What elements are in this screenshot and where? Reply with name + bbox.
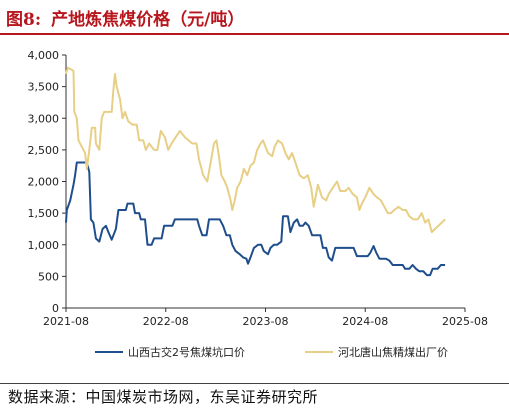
- x-tick-label: 2021-08: [43, 315, 89, 328]
- x-tick-label: 2023-08: [243, 315, 289, 328]
- footer-rule: [0, 383, 509, 384]
- legend-label-1: 山西古交2号焦煤坑口价: [128, 345, 245, 359]
- x-tick-label: 2025-08: [442, 315, 488, 328]
- series-line-1: [65, 161, 446, 277]
- header-rule: [0, 33, 509, 35]
- y-tick-label: 3,000: [28, 112, 60, 125]
- y-tick-label: 3,500: [28, 81, 60, 94]
- x-tick-label: 2022-08: [143, 315, 189, 328]
- y-tick-label: 2,000: [28, 176, 60, 189]
- figure-label: 图8:: [6, 9, 42, 30]
- y-tick-label: 500: [38, 270, 59, 283]
- y-tick-label: 1,500: [28, 207, 60, 220]
- data-source: 数据来源：中国煤炭市场网，东吴证券研究所: [8, 388, 319, 406]
- figure-header: 图8: 产地炼焦煤价格（元/吨）: [6, 2, 244, 32]
- legend-label-2: 河北唐山焦精煤出厂价: [338, 345, 448, 359]
- y-tick-label: 0: [52, 302, 59, 315]
- x-tick-label: 2024-08: [342, 315, 388, 328]
- price-line-chart: 0 500 1,000 1,500 2,000 2,500 3,000 3,500 4,000 2…: [28, 49, 488, 359]
- series-line-2: [65, 66, 446, 234]
- y-tick-label: 2,500: [28, 144, 60, 157]
- chart-title: 产地炼焦煤价格（元/吨）: [51, 9, 245, 30]
- y-tick-label: 4,000: [28, 49, 60, 62]
- y-tick-label: 1,000: [28, 239, 60, 252]
